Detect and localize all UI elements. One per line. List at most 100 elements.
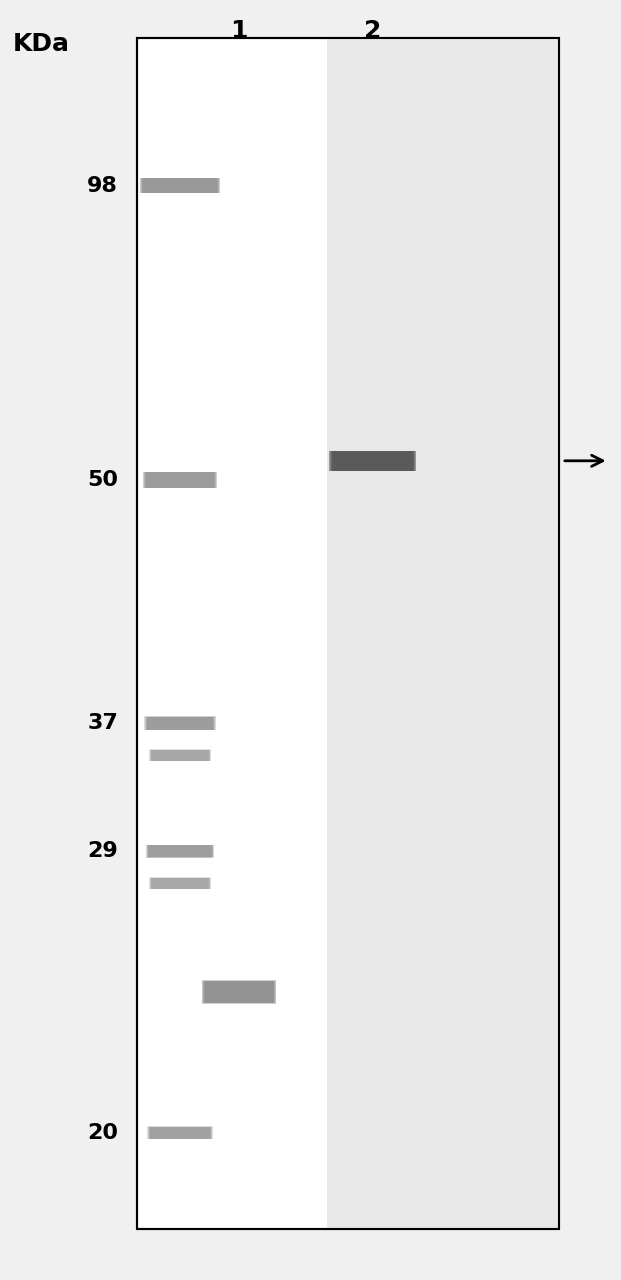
FancyBboxPatch shape — [150, 750, 209, 760]
FancyBboxPatch shape — [145, 472, 217, 488]
FancyBboxPatch shape — [150, 1126, 212, 1139]
FancyBboxPatch shape — [145, 717, 214, 730]
Text: 20: 20 — [87, 1123, 118, 1143]
FancyBboxPatch shape — [149, 750, 211, 760]
FancyBboxPatch shape — [141, 178, 217, 193]
FancyBboxPatch shape — [149, 845, 214, 858]
FancyBboxPatch shape — [203, 982, 274, 1004]
FancyBboxPatch shape — [148, 845, 213, 858]
FancyBboxPatch shape — [148, 1126, 212, 1139]
FancyBboxPatch shape — [140, 178, 220, 193]
FancyBboxPatch shape — [145, 716, 216, 730]
FancyBboxPatch shape — [146, 472, 217, 488]
FancyBboxPatch shape — [143, 178, 219, 193]
FancyBboxPatch shape — [143, 178, 220, 193]
FancyBboxPatch shape — [202, 982, 273, 1004]
FancyBboxPatch shape — [151, 750, 210, 760]
Text: 98: 98 — [87, 175, 118, 196]
FancyBboxPatch shape — [149, 878, 211, 888]
FancyBboxPatch shape — [147, 717, 215, 730]
FancyBboxPatch shape — [204, 982, 274, 1004]
FancyBboxPatch shape — [152, 750, 211, 760]
FancyBboxPatch shape — [147, 845, 212, 858]
FancyBboxPatch shape — [330, 452, 413, 471]
FancyBboxPatch shape — [141, 178, 218, 193]
FancyBboxPatch shape — [332, 451, 414, 471]
FancyBboxPatch shape — [148, 845, 212, 858]
FancyBboxPatch shape — [330, 452, 413, 471]
FancyBboxPatch shape — [150, 878, 209, 888]
FancyBboxPatch shape — [146, 717, 214, 730]
FancyBboxPatch shape — [144, 472, 215, 488]
FancyBboxPatch shape — [147, 845, 211, 858]
FancyBboxPatch shape — [204, 980, 275, 1004]
FancyBboxPatch shape — [152, 750, 211, 760]
FancyBboxPatch shape — [202, 982, 273, 1004]
FancyBboxPatch shape — [150, 750, 209, 760]
FancyBboxPatch shape — [330, 452, 412, 471]
FancyBboxPatch shape — [151, 878, 210, 888]
FancyBboxPatch shape — [146, 717, 214, 730]
Text: 37: 37 — [87, 713, 118, 733]
FancyBboxPatch shape — [149, 1126, 211, 1139]
FancyBboxPatch shape — [145, 717, 213, 730]
Text: 29: 29 — [87, 841, 118, 861]
Text: 1: 1 — [230, 19, 248, 44]
FancyBboxPatch shape — [204, 982, 274, 1004]
FancyBboxPatch shape — [202, 980, 276, 1004]
FancyBboxPatch shape — [145, 472, 215, 488]
FancyBboxPatch shape — [140, 178, 217, 193]
FancyBboxPatch shape — [146, 845, 214, 858]
FancyBboxPatch shape — [205, 980, 276, 1004]
FancyBboxPatch shape — [331, 452, 414, 471]
FancyBboxPatch shape — [205, 980, 276, 1004]
FancyBboxPatch shape — [137, 38, 559, 1229]
FancyBboxPatch shape — [202, 982, 273, 1004]
Text: 50: 50 — [87, 470, 118, 490]
FancyBboxPatch shape — [327, 38, 559, 1229]
FancyBboxPatch shape — [148, 1126, 211, 1139]
FancyBboxPatch shape — [142, 178, 218, 193]
Text: KDa: KDa — [12, 32, 70, 56]
FancyBboxPatch shape — [150, 878, 209, 888]
FancyBboxPatch shape — [147, 717, 215, 730]
FancyBboxPatch shape — [145, 472, 216, 488]
FancyBboxPatch shape — [148, 1126, 210, 1139]
FancyBboxPatch shape — [152, 878, 211, 888]
FancyBboxPatch shape — [330, 452, 412, 471]
FancyBboxPatch shape — [332, 451, 414, 471]
FancyBboxPatch shape — [145, 472, 215, 488]
FancyBboxPatch shape — [143, 471, 217, 488]
FancyBboxPatch shape — [152, 878, 211, 888]
FancyBboxPatch shape — [150, 878, 209, 888]
FancyBboxPatch shape — [144, 472, 215, 488]
FancyBboxPatch shape — [147, 717, 215, 730]
FancyBboxPatch shape — [148, 845, 214, 858]
FancyBboxPatch shape — [150, 750, 209, 760]
FancyBboxPatch shape — [145, 472, 216, 488]
FancyBboxPatch shape — [147, 845, 212, 858]
FancyBboxPatch shape — [147, 717, 214, 730]
FancyBboxPatch shape — [332, 451, 415, 471]
FancyBboxPatch shape — [204, 982, 274, 1004]
FancyBboxPatch shape — [150, 878, 209, 888]
FancyBboxPatch shape — [151, 878, 210, 888]
FancyBboxPatch shape — [333, 451, 415, 471]
FancyBboxPatch shape — [151, 750, 210, 760]
FancyBboxPatch shape — [143, 178, 220, 193]
FancyBboxPatch shape — [150, 1126, 212, 1139]
FancyBboxPatch shape — [333, 451, 415, 471]
FancyBboxPatch shape — [147, 845, 212, 858]
FancyBboxPatch shape — [142, 178, 219, 193]
FancyBboxPatch shape — [150, 1126, 212, 1139]
FancyBboxPatch shape — [148, 845, 213, 858]
FancyBboxPatch shape — [140, 178, 217, 193]
Text: 2: 2 — [364, 19, 381, 44]
FancyBboxPatch shape — [150, 1126, 211, 1139]
FancyBboxPatch shape — [142, 178, 219, 193]
FancyBboxPatch shape — [151, 878, 210, 888]
FancyBboxPatch shape — [148, 1126, 211, 1139]
FancyBboxPatch shape — [149, 1126, 211, 1139]
FancyBboxPatch shape — [329, 451, 416, 471]
FancyBboxPatch shape — [150, 750, 209, 760]
